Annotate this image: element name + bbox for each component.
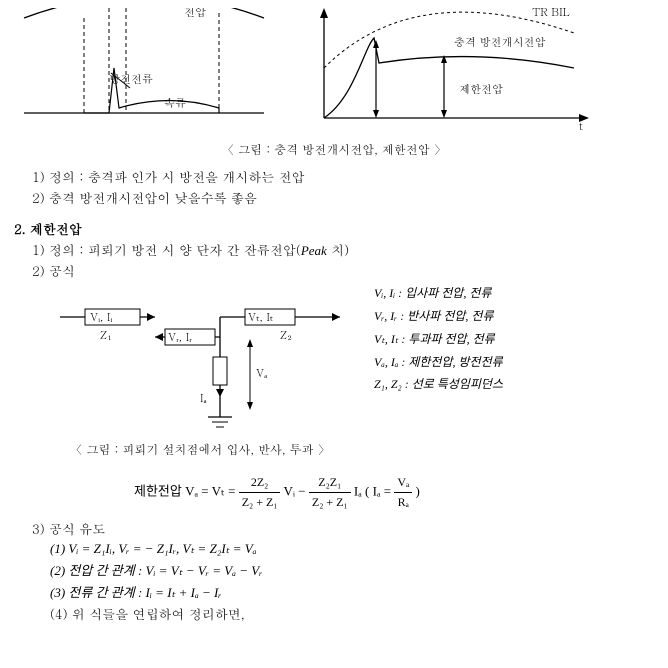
figure-circuit-wrap: Vᵢ, Iᵢ Z₁ Vᵣ, Iᵣ Vₜ, Iₜ Z₂ xyxy=(50,282,350,467)
figure-circuit-row: Vᵢ, Iᵢ Z₁ Vᵣ, Iᵣ Vₜ, Iₜ Z₂ xyxy=(50,282,654,467)
legend-2: Vᵣ, Iᵣ : 반사파 전압, 전류 xyxy=(374,305,503,328)
legend-column: Vᵢ, Iᵢ : 입사파 전압, 전류 Vᵣ, Iᵣ : 반사파 전압, 전류 … xyxy=(374,282,503,396)
label-limit-voltage: 제한전압 xyxy=(459,82,503,97)
figure-right: TR BIL 충격 방전개시전압 제한전압 t xyxy=(294,8,594,138)
circ-va: Vₐ xyxy=(256,366,267,381)
caption-top: 〈 그림 : 충격 방전개시전압, 제한전압 〉 xyxy=(14,140,654,159)
item-2-3: 3) 공식 유도 xyxy=(32,519,654,540)
figure-circuit: Vᵢ, Iᵢ Z₁ Vᵣ, Iᵣ Vₜ, Iₜ Z₂ xyxy=(50,282,350,432)
item-1-1: 1) 정의 : 충격파 인가 시 방전을 개시하는 전압 xyxy=(32,167,654,188)
legend-3: Vₜ, Iₜ : 투과파 전압, 전류 xyxy=(374,328,503,351)
circ-vt-it: Vₜ, Iₜ xyxy=(248,310,273,325)
legend-1: Vᵢ, Iᵢ : 입사파 전압, 전류 xyxy=(374,282,503,305)
label-discharge-current: 방전전류 xyxy=(109,72,153,87)
frac-3: Vₐ Rₐ xyxy=(394,473,412,512)
label-follow-current: 속류 xyxy=(164,96,186,111)
formula-prefix: 제한전압 Vₐ = Vₜ = xyxy=(134,484,235,499)
label-voltage: 전압 xyxy=(184,8,206,20)
label-impulse-start: 충격 방전개시전압 xyxy=(454,35,546,50)
item-2-1-prefix: 1) 정의 : 피뢰기 방전 시 양 단자 간 잔류전압( xyxy=(32,240,301,259)
deriv-3: (3) 전류 간 관계 : Iᵢ = Iₜ + Iₐ − Iᵣ xyxy=(50,582,654,604)
frac-3-den: Rₐ xyxy=(394,493,412,512)
frac-2-num: Z₂Z₁ xyxy=(309,473,351,493)
deriv-1: (1) Vᵢ = Z₁Iᵢ, Vᵣ = − Z₁Iᵣ, Vₜ = Z₂Iₜ = … xyxy=(50,539,654,560)
frac-1: 2Z₂ Z₂ + Z₁ xyxy=(239,473,281,512)
circ-vi-ii: Vᵢ, Iᵢ xyxy=(90,310,113,325)
legend-4: Vₐ, Iₐ : 제한전압, 방전전류 xyxy=(374,351,503,374)
section-2-title: 2. 제한전압 xyxy=(14,219,654,240)
formula-mid1: Vᵢ − xyxy=(284,484,306,499)
circ-z1: Z₁ xyxy=(100,328,118,343)
label-trbil: TR BIL xyxy=(532,8,570,20)
circ-z2: Z₂ xyxy=(280,328,298,343)
deriv-4: (4) 위 식들을 연립하여 정리하면, xyxy=(50,604,654,625)
item-1-2: 2) 충격 방전개시전압이 낮을수록 좋음 xyxy=(32,188,654,209)
item-2-2: 2) 공식 xyxy=(32,261,654,282)
frac-2-den: Z₂ + Z₁ xyxy=(309,493,351,512)
formula-mid2: Iₐ ( Iₐ = xyxy=(354,484,391,499)
item-2-1-suffix: 치) xyxy=(327,240,349,259)
item-2-1: 1) 정의 : 피뢰기 방전 시 양 단자 간 잔류전압(Peak 치) xyxy=(32,240,654,262)
figure-left: 전압 방전전류 속류 xyxy=(14,8,274,138)
caption-circuit: 〈 그림 : 피뢰기 설치점에서 입사, 반사, 투과 〉 xyxy=(50,440,350,459)
main-formula: 제한전압 Vₐ = Vₜ = 2Z₂ Z₂ + Z₁ Vᵢ − Z₂Z₁ Z₂ … xyxy=(134,473,654,512)
frac-1-den: Z₂ + Z₁ xyxy=(239,493,281,512)
frac-3-num: Vₐ xyxy=(394,473,412,493)
frac-1-num: 2Z₂ xyxy=(239,473,281,493)
peak-italic: Peak xyxy=(301,243,327,258)
frac-2: Z₂Z₁ Z₂ + Z₁ xyxy=(309,473,351,512)
label-t-axis: t xyxy=(579,119,583,134)
circ-vr-ir: Vᵣ, Iᵣ xyxy=(168,330,192,345)
circ-ia: Iₐ xyxy=(200,391,207,406)
deriv-2: (2) 전압 간 관계 : Vᵢ = Vₜ − Vᵣ = Vₐ − Vᵣ xyxy=(50,560,654,582)
legend-5: Z₁, Z₂ : 선로 특성임피던스 xyxy=(374,373,503,396)
top-figure-row: 전압 방전전류 속류 TR BIL 충격 방전개시전압 제한전압 t xyxy=(14,8,654,138)
formula-close: ) xyxy=(416,484,420,499)
